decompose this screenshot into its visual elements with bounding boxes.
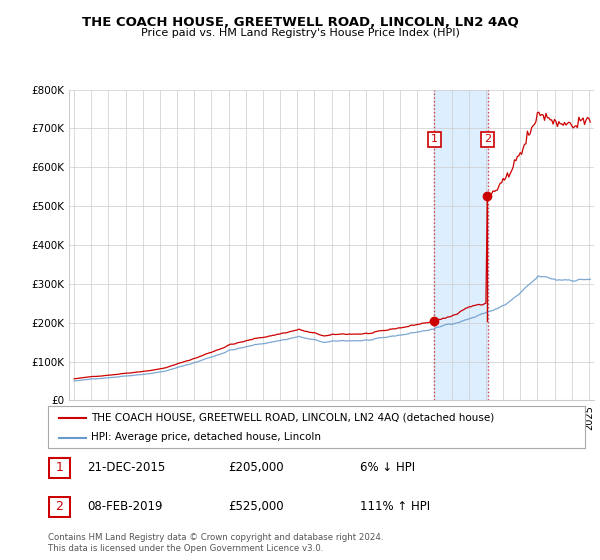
Text: 2: 2: [484, 134, 491, 144]
Text: HPI: Average price, detached house, Lincoln: HPI: Average price, detached house, Linc…: [91, 432, 321, 442]
FancyBboxPatch shape: [49, 497, 70, 517]
Text: 6% ↓ HPI: 6% ↓ HPI: [360, 461, 415, 474]
Text: THE COACH HOUSE, GREETWELL ROAD, LINCOLN, LN2 4AQ (detached house): THE COACH HOUSE, GREETWELL ROAD, LINCOLN…: [91, 413, 494, 423]
Text: THE COACH HOUSE, GREETWELL ROAD, LINCOLN, LN2 4AQ: THE COACH HOUSE, GREETWELL ROAD, LINCOLN…: [82, 16, 518, 29]
Text: 2: 2: [55, 500, 64, 514]
Text: Price paid vs. HM Land Registry's House Price Index (HPI): Price paid vs. HM Land Registry's House …: [140, 28, 460, 38]
Text: 1: 1: [431, 134, 438, 144]
Bar: [434, 90, 488, 400]
Text: 1: 1: [55, 461, 64, 474]
Text: 21-DEC-2015: 21-DEC-2015: [87, 461, 165, 474]
Text: Contains HM Land Registry data © Crown copyright and database right 2024.
This d: Contains HM Land Registry data © Crown c…: [48, 533, 383, 553]
FancyBboxPatch shape: [49, 458, 70, 478]
Text: 08-FEB-2019: 08-FEB-2019: [87, 500, 163, 514]
Text: 111% ↑ HPI: 111% ↑ HPI: [360, 500, 430, 514]
Text: £205,000: £205,000: [228, 461, 284, 474]
Text: £525,000: £525,000: [228, 500, 284, 514]
